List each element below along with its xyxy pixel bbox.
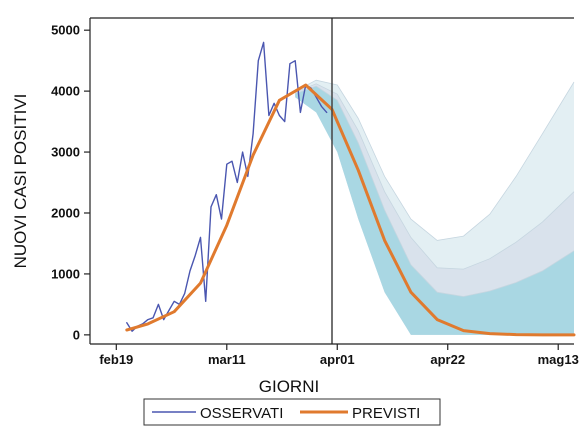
y-tick-label: 4000 [51,84,80,99]
x-tick-label: mag13 [538,352,579,367]
y-tick-label: 1000 [51,266,80,281]
y-tick-label: 2000 [51,205,80,220]
band-outer-edge [295,79,575,241]
y-tick-label: 0 [73,327,80,342]
x-tick-label: feb19 [99,352,133,367]
band-inner [295,86,574,335]
y-tick-label: 3000 [51,145,80,160]
series-line-osservati [126,41,328,332]
series-lines [125,41,576,337]
y-ticks: 0 1000 2000 3000 4000 5000 [51,23,90,342]
x-tick-label: apr22 [430,352,465,367]
uncertainty-band-edges [295,79,575,297]
axes: feb19 mar11 apr01 apr22 mag13 0 1000 2000 3000 4… [51,17,579,367]
x-axis-title: GIORNI [259,377,319,396]
legend: OSSERVATI PREVISTI [143,398,441,426]
y-axis-title: NUOVI CASI POSITIVI [11,94,30,269]
x-ticks: feb19 mar11 apr01 apr22 mag13 [99,344,579,367]
x-tick-label: apr01 [320,352,355,367]
legend-label-osservati: OSSERVATI [200,405,283,422]
legend-label-previsti: PREVISTI [352,405,420,422]
y-tick-label: 5000 [51,23,80,38]
series-line-previsti [125,83,576,337]
x-tick-label: mar11 [208,352,246,367]
band-inner-edge [295,85,575,297]
band-middle-edge [295,83,575,270]
